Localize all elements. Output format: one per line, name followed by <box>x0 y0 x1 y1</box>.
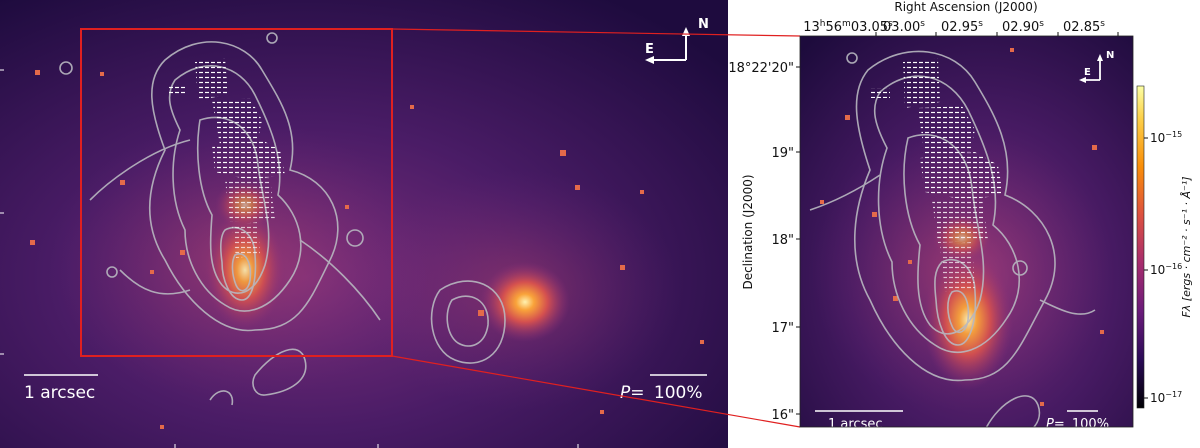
scale-bar-label-right: 1 arcsec <box>828 417 883 432</box>
colorbar-label: Fλ [ergs · cm⁻² · s⁻¹ · Å⁻¹] <box>1180 176 1193 317</box>
left-image-panel: 1 arcsec P= 100% N E <box>0 0 728 448</box>
dec-tick-1: 19" <box>771 146 794 161</box>
dec-tick-2: 18" <box>771 233 794 248</box>
ra-tick-4: 02.85s <box>1063 19 1105 35</box>
ra-tick-0: 13h56m03.05s <box>803 19 893 35</box>
ra-tick-2: 02.95s <box>941 19 983 35</box>
colorbar <box>1136 85 1145 409</box>
dec-tick-0: 18°22'20" <box>728 61 794 76</box>
scale-bar-label-left: 1 arcsec <box>24 383 95 403</box>
pol-label-value-right: 100% <box>1072 417 1109 432</box>
compass-east-label-right: E <box>1084 67 1091 78</box>
polarization-vectors-right <box>870 58 1003 292</box>
compass-north-label-left: N <box>698 17 709 32</box>
svg-text:P= 100%: P= 100% <box>620 383 703 403</box>
polarization-vectors-left <box>168 58 285 258</box>
ra-tick-1: 03.00s <box>883 19 925 35</box>
compass-right <box>1079 54 1103 83</box>
ra-tick-3: 02.90s <box>1002 19 1044 35</box>
x-axis-title: Right Ascension (J2000) <box>894 0 1037 14</box>
dec-tick-3: 17" <box>771 321 794 336</box>
right-image-panel: 1 arcsec P= 100% N E <box>800 36 1133 432</box>
zoom-region-box <box>80 28 393 357</box>
pol-label-prefix-right: P= <box>1046 417 1065 432</box>
pol-label-prefix-left: P= <box>620 383 645 403</box>
contour-lines-left <box>59 32 506 406</box>
ra-tick-labels: 13h56m03.05s 03.00s 02.95s 02.90s 02.85s <box>803 19 1105 35</box>
y-axis-title: Declination (J2000) <box>741 174 755 289</box>
dec-tick-labels: 18°22'20" 19" 18" 17" 16" <box>728 61 794 423</box>
colorbar-tick-2: 10−17 <box>1150 390 1182 405</box>
dec-tick-4: 16" <box>771 408 794 423</box>
pol-label-value-left: 100% <box>654 383 703 403</box>
compass-north-label-right: N <box>1106 50 1114 61</box>
colorbar-tick-1: 10−16 <box>1150 262 1182 277</box>
zoom-connector-lines <box>391 28 801 428</box>
compass-east-label-left: E <box>645 42 654 57</box>
svg-text:P= 100%: P= 100% <box>1046 417 1109 432</box>
colorbar-tick-0: 10−15 <box>1150 130 1182 145</box>
colorbar-ticks: 10−15 10−16 10−17 <box>1150 130 1182 405</box>
